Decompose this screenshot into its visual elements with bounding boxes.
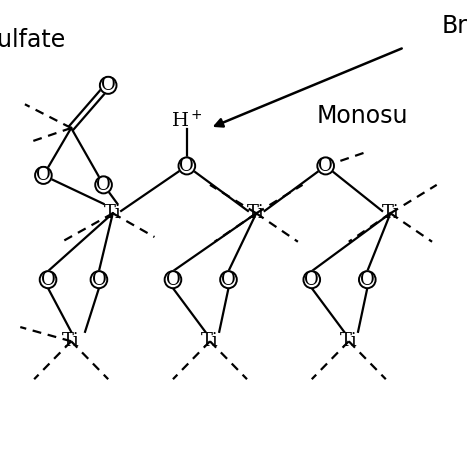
Text: Ti: Ti xyxy=(382,204,399,222)
Text: Ti: Ti xyxy=(247,204,265,222)
Text: O: O xyxy=(91,271,106,289)
Circle shape xyxy=(359,271,375,288)
Text: O: O xyxy=(101,76,116,94)
Text: ulfate: ulfate xyxy=(0,28,65,53)
Text: O: O xyxy=(96,176,111,194)
Text: Monosu: Monosu xyxy=(317,104,408,128)
Circle shape xyxy=(100,77,117,94)
Text: Ti: Ti xyxy=(340,332,358,350)
Circle shape xyxy=(95,176,112,193)
Text: Ti: Ti xyxy=(62,332,80,350)
Text: O: O xyxy=(360,271,374,289)
Text: O: O xyxy=(180,157,194,175)
Circle shape xyxy=(35,167,52,184)
Text: Ti: Ti xyxy=(201,332,219,350)
Text: O: O xyxy=(36,166,51,184)
Circle shape xyxy=(91,271,107,288)
Circle shape xyxy=(164,271,181,288)
Text: O: O xyxy=(221,271,236,289)
Text: H$^+$: H$^+$ xyxy=(171,110,203,131)
Circle shape xyxy=(40,271,56,288)
Circle shape xyxy=(303,271,320,288)
Circle shape xyxy=(220,271,237,288)
Circle shape xyxy=(317,157,334,174)
Circle shape xyxy=(179,157,195,174)
Text: O: O xyxy=(304,271,319,289)
Text: O: O xyxy=(318,157,333,175)
Text: Ti: Ti xyxy=(104,204,122,222)
Text: O: O xyxy=(165,271,180,289)
Text: O: O xyxy=(41,271,55,289)
Text: Br: Br xyxy=(441,14,467,38)
